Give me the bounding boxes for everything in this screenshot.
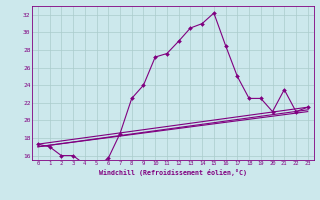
X-axis label: Windchill (Refroidissement éolien,°C): Windchill (Refroidissement éolien,°C) [99, 169, 247, 176]
